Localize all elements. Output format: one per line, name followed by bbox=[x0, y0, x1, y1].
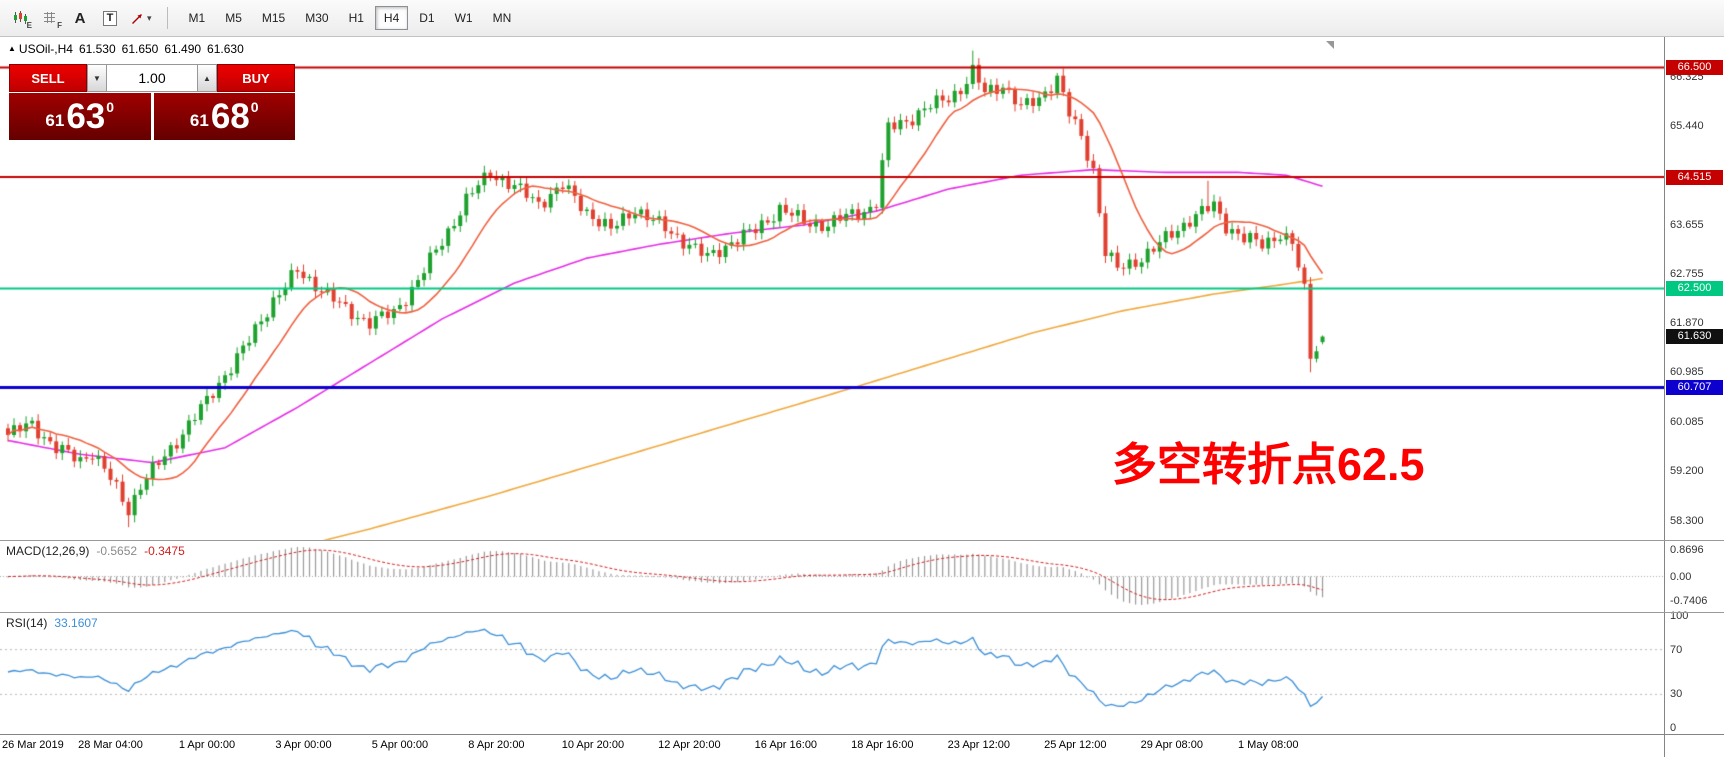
ohlc-low: 61.490 bbox=[164, 42, 202, 56]
macd-axis-label: 0.8696 bbox=[1670, 544, 1704, 556]
time-axis-label: 8 Apr 20:00 bbox=[468, 739, 525, 751]
price-badge: 62.500 bbox=[1666, 281, 1723, 296]
chart-shift-marker[interactable] bbox=[1326, 41, 1334, 49]
ask-integer: 61 bbox=[189, 110, 209, 130]
ohlc-close: 61.630 bbox=[207, 42, 244, 56]
time-axis-label: 1 Apr 00:00 bbox=[178, 739, 236, 751]
rsi-axis-label: 100 bbox=[1670, 610, 1689, 622]
time-axis-label: 1 May 08:00 bbox=[1237, 739, 1299, 751]
candlestick-chart-icon[interactable]: E bbox=[6, 5, 34, 31]
trade-panel-controls: SELL ▼ ▲ BUY bbox=[9, 64, 295, 92]
timeframe-group: M1 M5 M15 M30 H1 H4 D1 W1 MN bbox=[179, 6, 522, 30]
rsi-axis-label: 30 bbox=[1670, 688, 1683, 701]
time-axis-label: 18 Apr 16:00 bbox=[851, 739, 914, 751]
bid-integer: 61 bbox=[45, 110, 65, 130]
rsi-name: RSI(14) bbox=[6, 616, 48, 630]
icon-sub-label-e: E bbox=[26, 21, 32, 30]
ohlc-high: 61.650 bbox=[121, 42, 159, 56]
candles-glyph bbox=[13, 10, 27, 24]
volume-increase-button[interactable]: ▲ bbox=[197, 64, 217, 92]
text-tool-button[interactable]: T bbox=[96, 5, 124, 31]
tab-timeframe-m1[interactable]: M1 bbox=[180, 6, 215, 30]
sell-button[interactable]: SELL bbox=[9, 64, 87, 92]
rsi-indicator-label: RSI(14) 33.1607 bbox=[6, 616, 98, 630]
price-scale-label: 58.300 bbox=[1670, 514, 1704, 527]
time-axis-label: 12 Apr 20:00 bbox=[658, 739, 721, 751]
caret-down-icon: ▼ bbox=[93, 73, 101, 83]
toolbar-separator bbox=[166, 7, 168, 29]
macd-name: MACD(12,26,9) bbox=[6, 544, 90, 558]
tab-timeframe-h4[interactable]: H4 bbox=[374, 6, 409, 30]
text-label-tool-glyph: A bbox=[74, 9, 86, 27]
rsi-axis-label: 0 bbox=[1670, 722, 1677, 734]
pane-separator-macd[interactable] bbox=[0, 540, 1724, 541]
time-axis-label: 10 Apr 20:00 bbox=[561, 739, 625, 751]
buy-button[interactable]: BUY bbox=[217, 64, 295, 92]
collapse-arrow-icon[interactable]: ▲ bbox=[8, 44, 16, 53]
tab-timeframe-m30[interactable]: M30 bbox=[296, 6, 337, 30]
price-scale-label: 60.985 bbox=[1670, 366, 1704, 379]
tab-timeframe-d1[interactable]: D1 bbox=[410, 6, 443, 30]
chart-ohlc-header: ▲ USOil-,H4 61.530 61.650 61.490 61.630 bbox=[8, 42, 244, 56]
macd-axis-label: -0.7406 bbox=[1670, 595, 1708, 607]
time-axis-label: 29 Apr 08:00 bbox=[1140, 739, 1203, 751]
macd-axis-label: 0.00 bbox=[1670, 570, 1692, 583]
time-axis-border bbox=[0, 734, 1724, 735]
rsi-value: 33.1607 bbox=[54, 616, 98, 630]
dropdown-caret-icon: ▾ bbox=[147, 12, 152, 23]
icon-sub-label-f: F bbox=[57, 21, 62, 30]
price-badge: 64.515 bbox=[1666, 169, 1723, 185]
grid-glyph bbox=[44, 12, 55, 23]
price-scale-label: 63.655 bbox=[1670, 218, 1704, 231]
price-badge: 60.707 bbox=[1666, 380, 1723, 396]
rsi-axis-label: 70 bbox=[1670, 643, 1683, 656]
text-tool-glyph: T bbox=[102, 10, 118, 26]
volume-input[interactable] bbox=[107, 64, 197, 92]
time-axis-label: 3 Apr 00:00 bbox=[275, 739, 332, 751]
tab-timeframe-w1[interactable]: W1 bbox=[446, 6, 482, 30]
time-axis-label: 16 Apr 16:00 bbox=[754, 739, 818, 751]
price-badge: 66.500 bbox=[1666, 59, 1723, 75]
symbol-timeframe-label: USOil-,H4 bbox=[18, 42, 73, 56]
time-axis-label: 26 Mar 2019 bbox=[2, 739, 64, 751]
chart-text-annotation[interactable]: 多空转折点62.5 bbox=[1112, 439, 1425, 490]
time-axis-label: 23 Apr 12:00 bbox=[947, 739, 1011, 751]
macd-main-value: -0.5652 bbox=[96, 544, 138, 558]
text-label-tool-button[interactable]: A bbox=[66, 5, 94, 31]
tab-timeframe-m15[interactable]: M15 bbox=[253, 6, 294, 30]
ohlc-open: 61.530 bbox=[78, 42, 116, 56]
price-axis[interactable]: 66.325 65.440 63.655 62.755 61.870 60.985 60.0… bbox=[1664, 37, 1724, 757]
time-axis-label: 28 Mar 04:00 bbox=[78, 739, 143, 751]
objects-list-icon[interactable]: F bbox=[36, 5, 64, 31]
tab-timeframe-m5[interactable]: M5 bbox=[216, 6, 251, 30]
ask-price-box[interactable]: 61 68 0 bbox=[153, 93, 295, 140]
bid-price-box[interactable]: 61 63 0 bbox=[9, 93, 151, 140]
time-axis[interactable]: 26 Mar 2019 28 Mar 04:00 1 Apr 00:00 3 Apr … bbox=[0, 735, 1664, 757]
price-scale-label: 61.870 bbox=[1670, 317, 1704, 330]
toolbar: E F A T ▾ M1 M5 M15 M30 H1 H4 D1 W1 MN bbox=[0, 0, 1724, 37]
trade-panel-prices: 61 63 0 61 68 0 bbox=[9, 93, 295, 140]
bid-pips: 63 bbox=[66, 97, 106, 136]
ask-point: 0 bbox=[250, 98, 259, 115]
price-scale-label: 59.200 bbox=[1670, 464, 1704, 477]
macd-indicator-label: MACD(12,26,9) -0.5652 -0.3475 bbox=[6, 544, 185, 558]
time-axis-label: 5 Apr 00:00 bbox=[371, 739, 429, 751]
time-axis-label: 25 Apr 12:00 bbox=[1044, 739, 1107, 751]
macd-signal-value: -0.3475 bbox=[144, 544, 185, 558]
caret-up-icon: ▲ bbox=[203, 73, 211, 83]
ask-pips: 68 bbox=[210, 97, 250, 136]
price-badge: 61.630 bbox=[1666, 329, 1723, 345]
tab-timeframe-h1[interactable]: H1 bbox=[340, 6, 373, 30]
volume-decrease-button[interactable]: ▼ bbox=[87, 64, 107, 92]
pane-separator-rsi[interactable] bbox=[0, 612, 1724, 613]
trendline-icon bbox=[132, 13, 142, 24]
price-scale-label: 60.085 bbox=[1670, 415, 1704, 428]
bid-point: 0 bbox=[106, 98, 115, 115]
price-scale-label: 62.755 bbox=[1670, 268, 1704, 281]
line-studies-dropdown[interactable]: ▾ bbox=[126, 5, 156, 31]
main-chart-canvas[interactable] bbox=[0, 37, 1664, 734]
price-scale-label: 65.440 bbox=[1670, 119, 1704, 132]
tab-timeframe-mn[interactable]: MN bbox=[484, 6, 521, 30]
